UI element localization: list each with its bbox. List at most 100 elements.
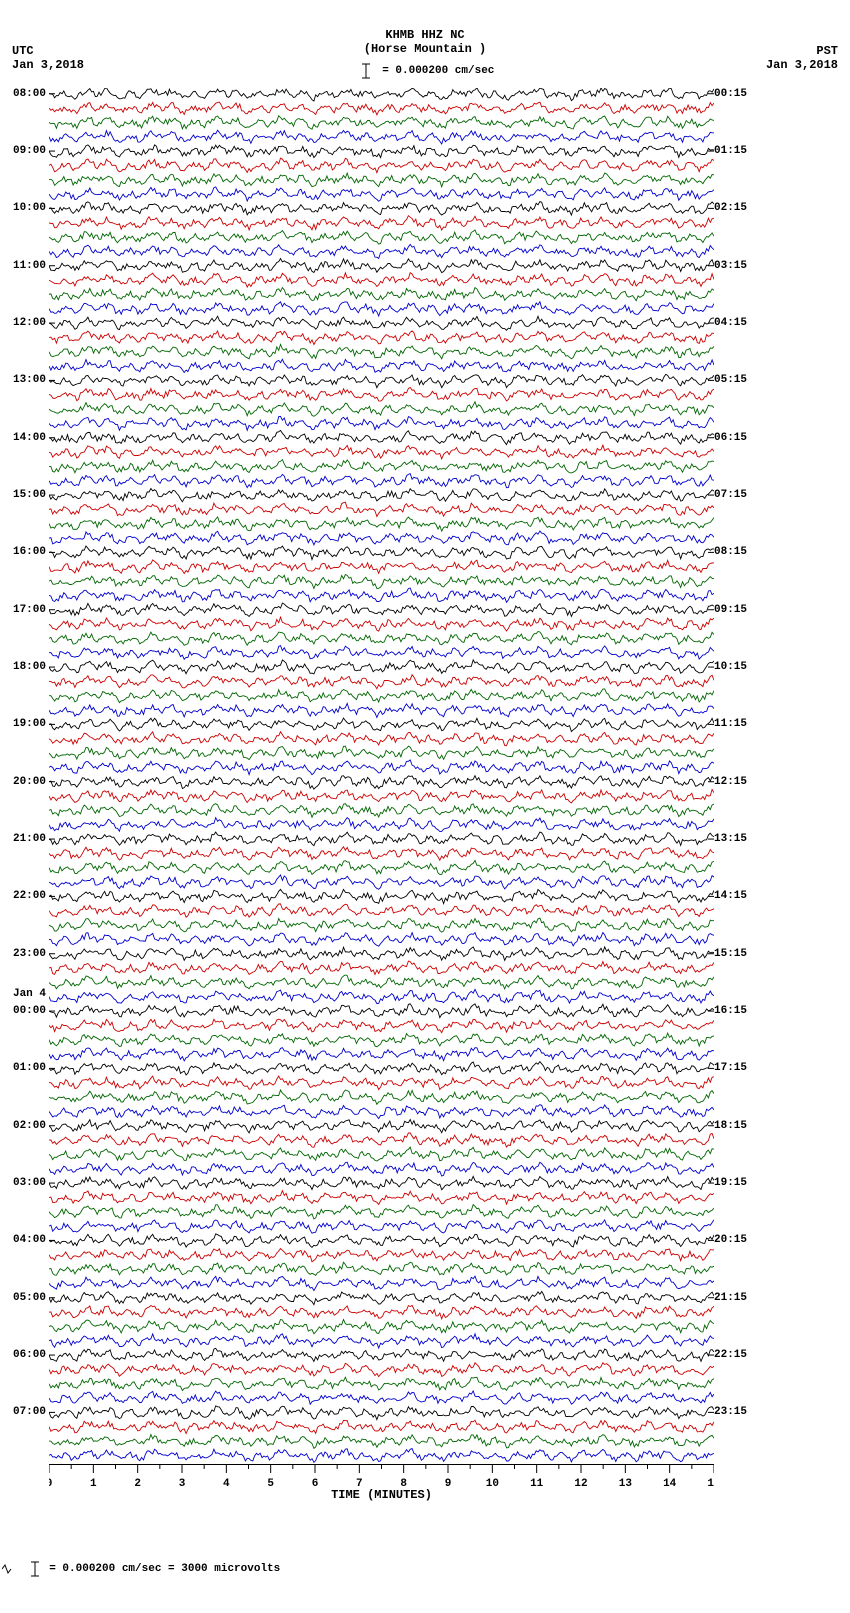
- time-label: 13:00: [0, 374, 46, 386]
- seismic-trace: [49, 173, 714, 187]
- seismic-trace: [49, 1377, 714, 1390]
- time-label: 19:00: [0, 718, 46, 730]
- time-label: 11:00: [0, 260, 46, 272]
- seismic-trace: [49, 847, 714, 860]
- seismic-trace: [49, 588, 714, 602]
- seismic-trace: [49, 975, 714, 989]
- pst-header: PST: [816, 44, 838, 58]
- seismic-trace: [49, 474, 714, 488]
- seismic-trace: [49, 88, 714, 101]
- seismic-trace: [49, 1162, 714, 1176]
- seismic-trace: [49, 860, 714, 874]
- seismic-trace: [49, 302, 714, 316]
- seismic-trace: [49, 259, 714, 273]
- seismic-trace: [49, 632, 714, 646]
- seismic-trace: [49, 445, 714, 459]
- time-label: 04:00: [0, 1234, 46, 1246]
- seismic-trace: [49, 517, 714, 531]
- seismic-trace: [49, 388, 714, 402]
- time-label: 00:00: [0, 1005, 46, 1017]
- scale-bar: = 0.000200 cm/sec: [0, 62, 850, 80]
- seismic-trace: [49, 244, 714, 258]
- time-label: 04:15: [714, 317, 760, 329]
- seismic-trace: [49, 1147, 714, 1161]
- seismic-trace: [49, 617, 714, 631]
- seismic-trace: [49, 1191, 714, 1205]
- seismic-trace: [49, 760, 714, 775]
- seismic-trace: [49, 1120, 714, 1133]
- time-label: 22:00: [0, 890, 46, 902]
- time-label: 09:00: [0, 145, 46, 157]
- x-axis-label: TIME (MINUTES): [49, 1488, 714, 1502]
- time-label: 02:15: [714, 202, 760, 214]
- seismic-trace: [49, 331, 714, 345]
- seismic-trace: [49, 746, 714, 760]
- time-label: 13:15: [714, 833, 760, 845]
- seismic-trace: [49, 531, 714, 545]
- time-label: 15:00: [0, 489, 46, 501]
- seismic-trace: [49, 1176, 714, 1189]
- time-label: Jan 4: [0, 988, 46, 1000]
- time-label: 20:15: [714, 1234, 760, 1246]
- seismic-trace: [49, 1062, 714, 1075]
- seismic-trace: [49, 1449, 714, 1463]
- time-label: 03:00: [0, 1177, 46, 1189]
- seismic-trace: [49, 703, 714, 717]
- seismic-trace: [49, 1019, 714, 1032]
- seismic-trace: [49, 1391, 714, 1404]
- time-label: 21:15: [714, 1292, 760, 1304]
- time-label: 23:00: [0, 948, 46, 960]
- seismic-trace: [49, 560, 714, 574]
- pst-time-column: 00:1501:1502:1503:1504:1505:1506:1507:15…: [714, 88, 760, 1464]
- footer-text: = 0.000200 cm/sec = 3000 microvolts: [49, 1563, 280, 1575]
- seismic-trace: [49, 546, 714, 560]
- seismic-trace: [49, 790, 714, 803]
- time-label: 06:00: [0, 1349, 46, 1361]
- seismic-trace: [49, 202, 714, 216]
- time-label: 11:15: [714, 718, 760, 730]
- seismic-trace: [49, 1048, 714, 1061]
- seismic-trace: [49, 675, 714, 689]
- time-label: 01:00: [0, 1062, 46, 1074]
- time-label: 18:00: [0, 661, 46, 673]
- seismic-trace: [49, 689, 714, 703]
- seismic-trace: [49, 660, 714, 674]
- seismic-trace: [49, 904, 714, 917]
- time-label: 19:15: [714, 1177, 760, 1189]
- seismic-trace: [49, 145, 714, 158]
- time-label: 15:15: [714, 948, 760, 960]
- seismic-trace: [49, 1276, 714, 1290]
- seismic-trace: [49, 933, 714, 947]
- seismic-trace: [49, 416, 714, 430]
- seismic-trace: [49, 575, 714, 589]
- time-label: 14:00: [0, 432, 46, 444]
- seismic-trace: [49, 603, 714, 616]
- seismic-trace: [49, 989, 714, 1003]
- seismic-trace: [49, 646, 714, 660]
- station-name: (Horse Mountain ): [0, 42, 850, 56]
- seismic-trace: [49, 918, 714, 932]
- time-label: 05:00: [0, 1292, 46, 1304]
- seismogram-plot: [49, 88, 714, 1464]
- time-label: 23:15: [714, 1406, 760, 1418]
- time-label: 02:00: [0, 1120, 46, 1132]
- seismic-trace: [49, 1249, 714, 1262]
- seismic-trace: [49, 430, 714, 444]
- seismic-trace: [49, 502, 714, 516]
- time-label: 08:15: [714, 546, 760, 558]
- scale-text: = 0.000200 cm/sec: [382, 65, 494, 77]
- seismic-trace: [49, 489, 714, 502]
- title-block: KHMB HHZ NC (Horse Mountain ): [0, 28, 850, 56]
- time-label: 22:15: [714, 1349, 760, 1361]
- seismic-trace: [49, 1004, 714, 1018]
- time-label: 00:15: [714, 88, 760, 100]
- footer-scale: = 0.000200 cm/sec = 3000 microvolts: [2, 1560, 280, 1578]
- seismic-trace: [49, 187, 714, 201]
- time-label: 21:00: [0, 833, 46, 845]
- seismic-trace: [49, 374, 714, 387]
- seismic-trace: [49, 732, 714, 746]
- time-label: 10:00: [0, 202, 46, 214]
- seismic-trace: [49, 102, 714, 115]
- seismic-trace: [49, 1090, 714, 1104]
- time-label: 06:15: [714, 432, 760, 444]
